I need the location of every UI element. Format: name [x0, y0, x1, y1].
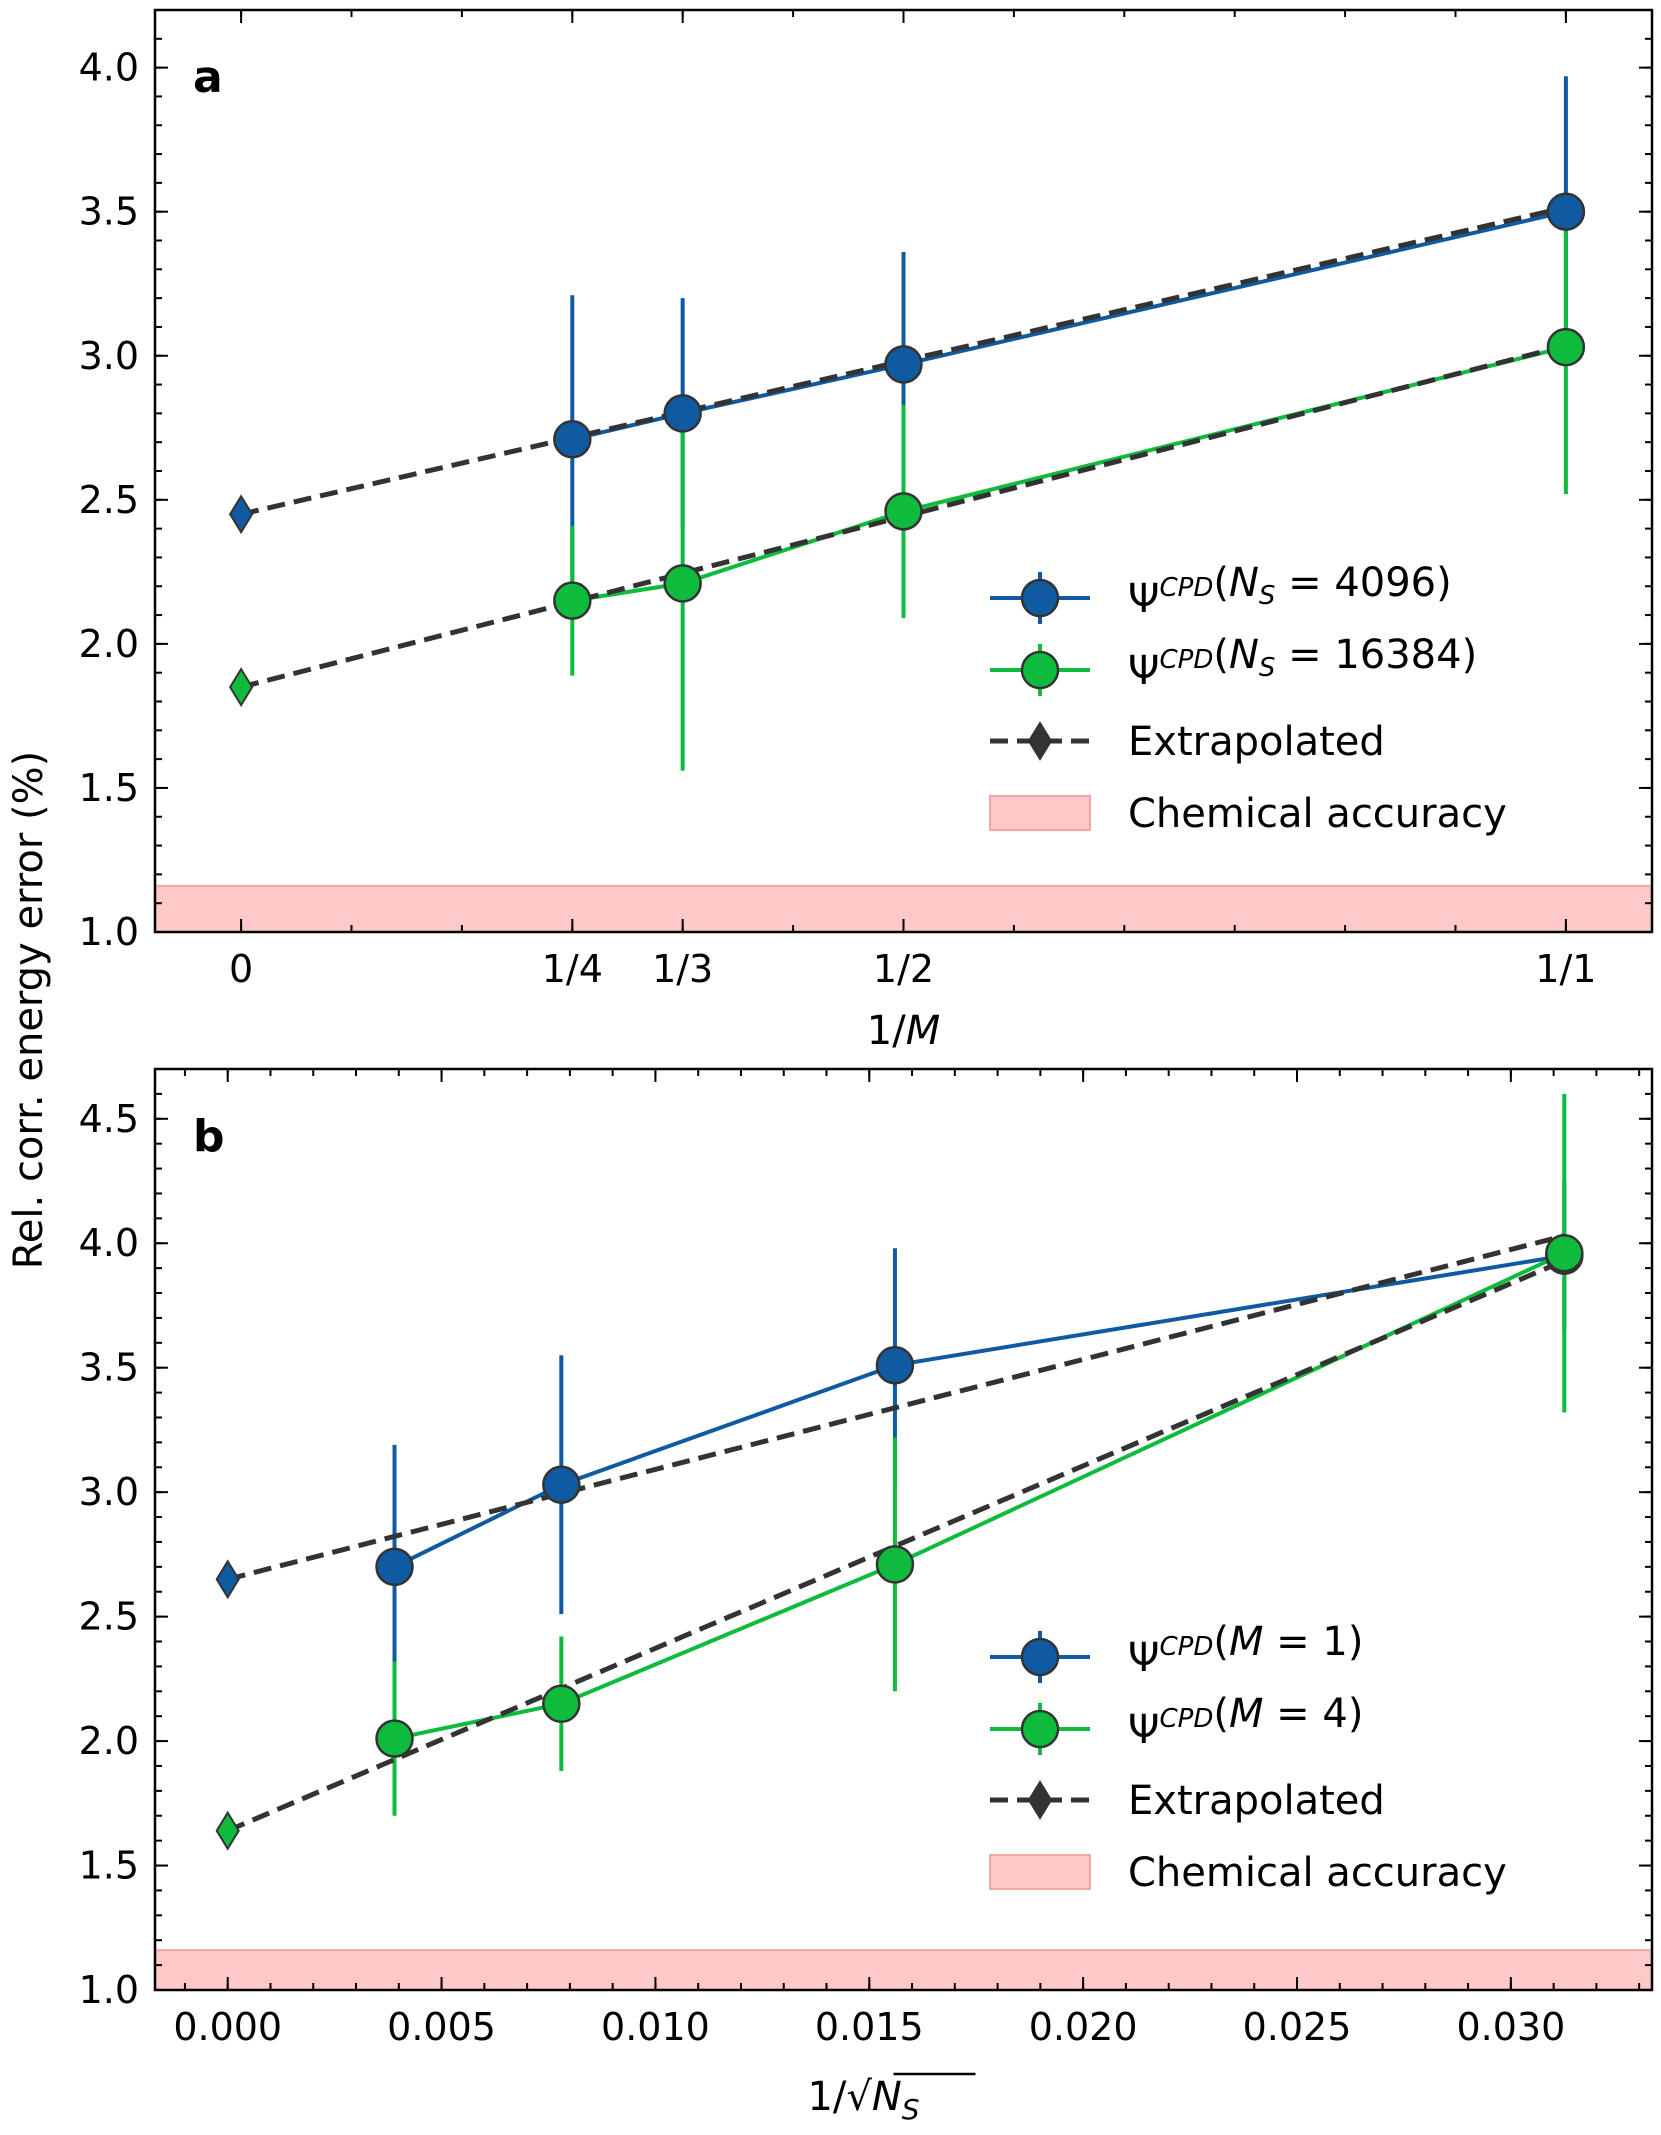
legend-label: ΨCPD(NS = 16384): [1128, 632, 1477, 694]
legend-label: Extrapolated: [1128, 719, 1385, 765]
y-tick-label: 1.0: [79, 910, 139, 954]
panel-b: 0.000 0.005 0.010 0.015 0.020 0.025 0.030 1.0 1.…: [79, 1067, 1654, 2126]
x-tick-label: 0.025: [1243, 2005, 1352, 2049]
extrapolation-fit-line: [240, 343, 1567, 690]
plot-frame: [153, 1067, 1654, 1992]
legend-marker: [1020, 578, 1060, 618]
y-tick-label: 1.0: [79, 1968, 139, 2012]
data-point-marker: [663, 394, 702, 433]
data-point-marker: [875, 1545, 915, 1584]
x-tick-label: 1/2: [873, 947, 934, 991]
panel-a: 0 1/4 1/3 1/2 1/1 1.0 1.5 2.0 2.5 3.0 3.5 4.0 a 1/M ΨC…: [79, 8, 1654, 1054]
extrapolation-fit-line: [240, 204, 1567, 517]
legend-swatch: [989, 795, 1091, 831]
series-1: [570, 76, 1568, 584]
legend-marker: [1020, 650, 1060, 690]
legend-marker: [1020, 1637, 1060, 1677]
y-tick-label: 4.0: [79, 1221, 139, 1265]
data-point-marker: [663, 564, 702, 603]
y-tick-label: 2.0: [79, 622, 139, 666]
legend-label: ΨCPD(NS = 4096): [1128, 560, 1452, 622]
x-tick-label: 0: [229, 947, 253, 991]
series-line: [571, 209, 1567, 442]
data-point-marker: [553, 420, 592, 459]
x-tick-label: 1/1: [1535, 947, 1596, 991]
panel-label: a: [193, 52, 223, 103]
x-tick-label: 0.030: [1456, 2005, 1565, 2049]
y-tick-label: 3.5: [79, 190, 139, 234]
x-axis-label: 1/M: [867, 1008, 940, 1054]
extrapolation-fit-line: [227, 1233, 1565, 1582]
extrapolated-point-marker: [215, 1559, 240, 1600]
extrapolated-point-marker: [228, 667, 254, 708]
data-point-marker: [1546, 327, 1586, 367]
legend: ΨCPD(M = 1) ΨCPD(M = 4) Extrapolated Chemic…: [989, 1619, 1507, 1896]
legend-label: ΨCPD(M = 1): [1128, 1619, 1363, 1681]
y-tick-label: 3.0: [79, 334, 139, 378]
legend-marker: [1027, 721, 1053, 761]
y-tick-label: 4.0: [79, 46, 139, 90]
x-tick-label: 0.020: [1029, 2005, 1138, 2049]
data-point-marker: [884, 345, 923, 384]
data-point-marker: [542, 1465, 581, 1504]
y-tick-label: 2.5: [79, 1595, 139, 1639]
x-tick-label: 0.010: [601, 2005, 710, 2049]
x-axis-label: 1/√NS: [807, 2074, 919, 2126]
legend-label: ΨCPD(M = 4): [1128, 1691, 1363, 1753]
shared-y-axis-label: Rel. corr. energy error (%): [6, 751, 52, 1269]
data-point-marker: [553, 581, 592, 620]
x-tick-label: 1/3: [652, 947, 713, 991]
extrapolated-point-marker: [228, 494, 254, 535]
y-tick-label: 2.0: [79, 1719, 139, 1763]
y-tick-label: 2.5: [79, 478, 139, 522]
series-2: [570, 200, 1568, 771]
x-tick-label: 0.000: [173, 2005, 282, 2049]
plot-frame: [153, 8, 1654, 934]
data-point-marker: [375, 1547, 414, 1587]
x-tick-label: 0.015: [815, 2005, 924, 2049]
y-tick-label: 3.0: [79, 1470, 139, 1514]
data-point-marker: [542, 1684, 581, 1723]
legend-marker: [1027, 1780, 1053, 1820]
legend-swatch: [989, 1854, 1091, 1890]
y-tick-label: 1.5: [79, 766, 139, 810]
legend: ΨCPD(NS = 4096) ΨCPD(NS = 16384) Extrapola…: [989, 560, 1507, 837]
x-tick-label: 1/4: [542, 947, 603, 991]
legend-label: Extrapolated: [1128, 1778, 1385, 1824]
data-point-marker: [375, 1719, 414, 1758]
x-tick-label: 0.005: [387, 2005, 496, 2049]
panel-label: b: [193, 1111, 225, 1162]
data-point-marker: [1545, 1233, 1584, 1273]
legend-label: Chemical accuracy: [1128, 791, 1507, 837]
legend-marker: [1020, 1709, 1060, 1749]
legend-label: Chemical accuracy: [1128, 1850, 1507, 1896]
series-line: [393, 1253, 1565, 1569]
data-point-marker: [884, 492, 923, 531]
data-point-marker: [875, 1345, 915, 1385]
data-point-marker: [1546, 192, 1586, 231]
extrapolated-point-marker: [215, 1810, 240, 1851]
series-line: [394, 1251, 1566, 1741]
y-tick-label: 3.5: [79, 1346, 139, 1390]
y-tick-label: 4.5: [79, 1097, 139, 1141]
chemical-accuracy-band: [154, 1949, 1653, 1991]
series-1: [392, 1181, 1567, 1689]
y-tick-label: 1.5: [79, 1844, 139, 1888]
